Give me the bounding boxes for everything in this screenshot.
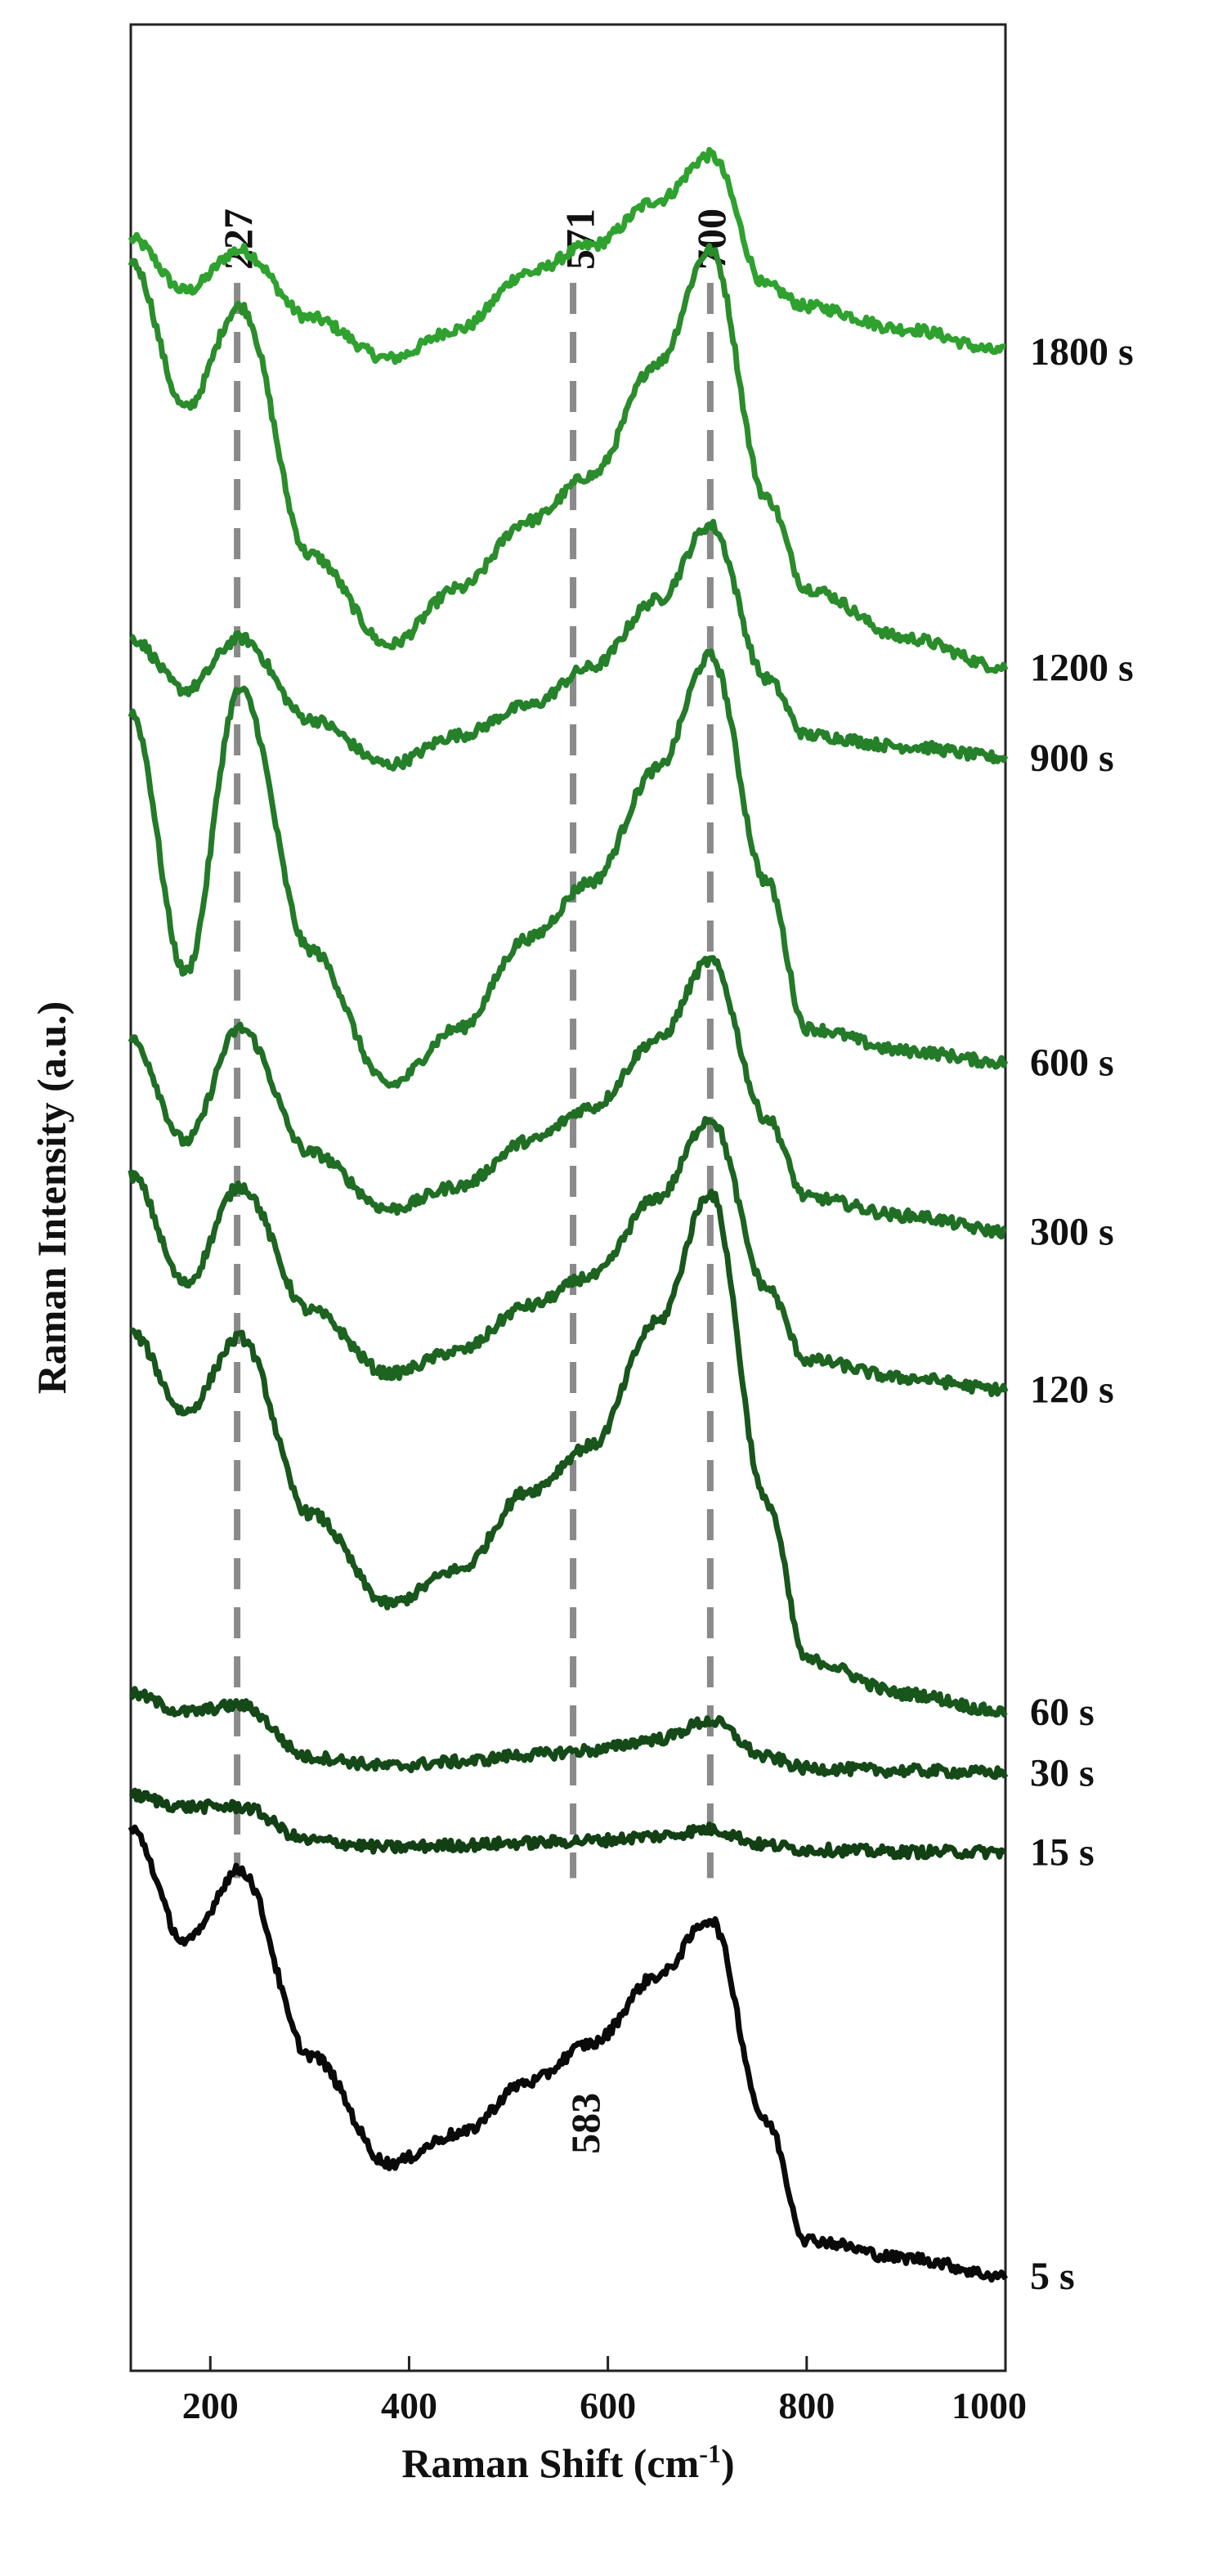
x-tick-label: 600 bbox=[580, 2385, 636, 2426]
y-axis-label: Raman Intensity (a.u.) bbox=[29, 1001, 74, 1395]
annotations: 583 bbox=[562, 2093, 608, 2154]
series-label-30s: 30 s bbox=[1030, 1752, 1095, 1795]
reference-label-700: 700 bbox=[688, 208, 734, 270]
x-axis-label: Raman Shift (cm-1) bbox=[401, 2439, 734, 2486]
series-lines bbox=[128, 146, 1009, 2283]
series-label-300s: 300 s bbox=[1030, 1210, 1114, 1253]
series-label-1800s: 1800 s bbox=[1030, 330, 1134, 374]
series-line-1800s bbox=[128, 146, 1007, 365]
series-line-600s bbox=[128, 648, 1009, 1089]
series-label-5s: 5 s bbox=[1030, 2255, 1075, 2298]
series-line-900s bbox=[129, 518, 1009, 772]
series-label-120s: 120 s bbox=[1030, 1369, 1114, 1412]
annotation-583: 583 bbox=[562, 2093, 608, 2154]
x-axis-ticks: 200 400 600 800 1000 bbox=[182, 2356, 1027, 2426]
series-line-5s bbox=[128, 1824, 1009, 2283]
series-line-120s bbox=[128, 1116, 1009, 1398]
series-labels: 1800 s 1200 s 900 s 600 s 300 s 120 s 60 s 30 s… bbox=[1030, 330, 1134, 2298]
x-tick-label: 1000 bbox=[952, 2385, 1027, 2426]
series-label-900s: 900 s bbox=[1030, 737, 1114, 780]
series-label-1200s: 1200 s bbox=[1030, 646, 1134, 689]
series-line-1200s bbox=[128, 243, 1009, 674]
series-label-60s: 60 s bbox=[1030, 1691, 1095, 1734]
series-line-15s bbox=[128, 1787, 1007, 1861]
x-tick-label: 400 bbox=[381, 2385, 437, 2426]
series-line-60s bbox=[129, 1188, 1008, 1718]
plot-frame bbox=[129, 23, 1007, 2372]
reference-lines: 227 571 700 bbox=[215, 208, 734, 1879]
x-tick-label: 800 bbox=[778, 2385, 835, 2426]
series-label-15s: 15 s bbox=[1030, 1830, 1095, 1874]
x-tick-label: 200 bbox=[182, 2385, 239, 2426]
series-line-30s bbox=[128, 1686, 1009, 1781]
series-line-300s bbox=[128, 955, 1007, 1240]
series-label-600s: 600 s bbox=[1030, 1041, 1114, 1084]
